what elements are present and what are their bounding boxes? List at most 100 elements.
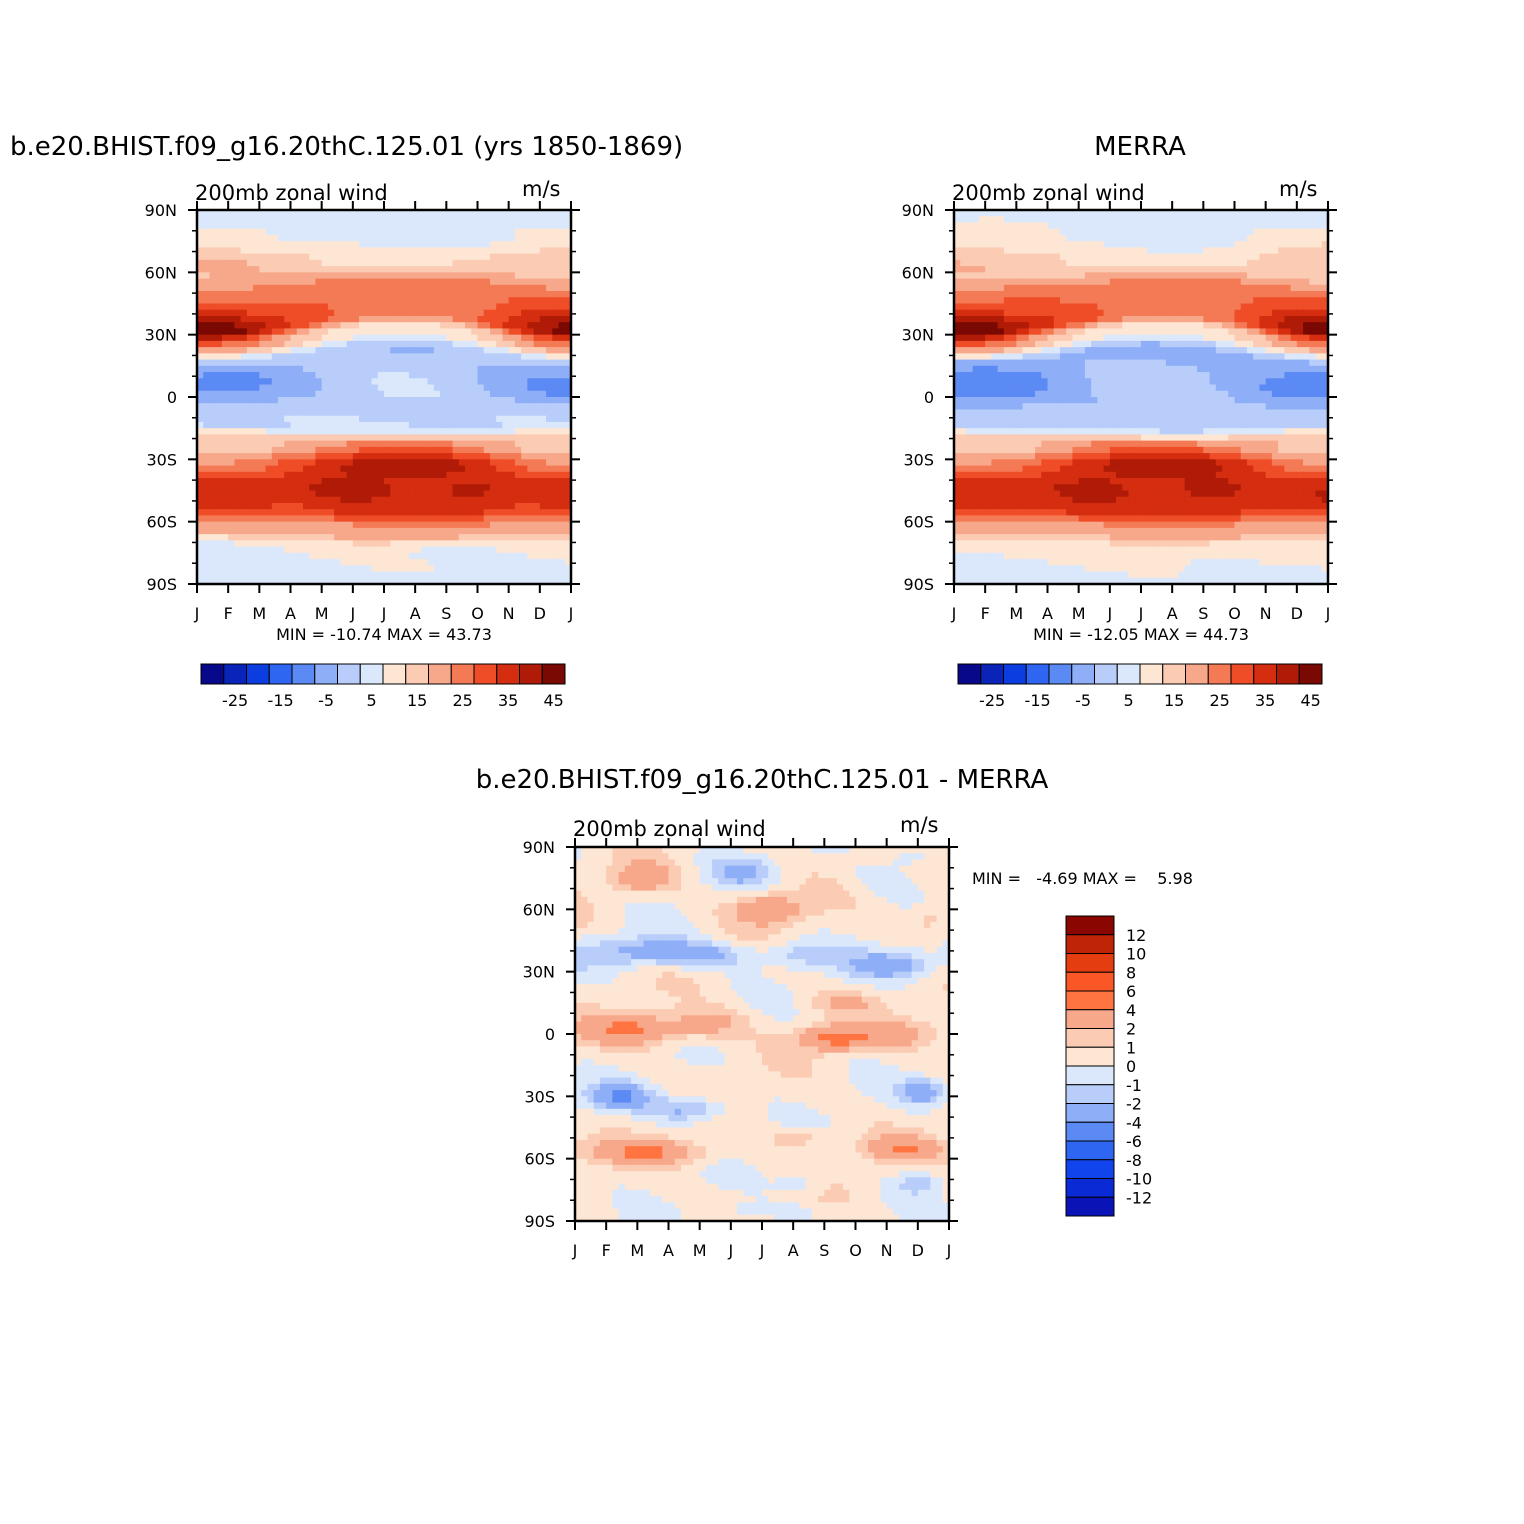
obs-cell	[1028, 291, 1036, 298]
model-cell	[427, 446, 435, 454]
obs-cell	[1022, 340, 1030, 348]
model-cell	[315, 490, 323, 498]
obs-cell	[1253, 334, 1261, 342]
model-cell	[315, 365, 323, 373]
model-cell	[352, 322, 360, 330]
model-cell	[390, 453, 398, 460]
model-cell	[221, 534, 229, 541]
obs-cell	[1271, 222, 1279, 230]
model-cell	[514, 234, 522, 242]
model-cell	[203, 334, 211, 342]
model-cell	[533, 266, 541, 273]
model-cell	[215, 502, 223, 510]
model-cell	[253, 340, 260, 348]
model-cell	[228, 459, 235, 467]
model-cell	[240, 315, 248, 323]
obs-cell	[1172, 253, 1179, 261]
model-cell	[234, 297, 242, 305]
model-cell	[446, 266, 454, 273]
model-cell	[278, 471, 285, 479]
model-cell	[377, 571, 385, 579]
model-cell	[527, 309, 535, 317]
obs-cell	[1097, 210, 1105, 217]
model-cell	[502, 247, 510, 255]
model-cell	[228, 234, 235, 242]
model-cell	[371, 291, 379, 298]
model-cell	[489, 372, 497, 379]
model-cell	[271, 353, 279, 361]
model-cell	[508, 315, 516, 323]
model-cell	[396, 284, 404, 292]
obs-cell	[985, 259, 992, 267]
obs-cell	[1172, 322, 1179, 330]
model-cell	[521, 284, 528, 292]
model-cell	[402, 478, 410, 485]
obs-cell	[1109, 328, 1117, 336]
model-cell	[321, 384, 329, 392]
model-cell	[271, 222, 279, 230]
model-cell	[440, 540, 447, 548]
model-cell	[558, 509, 566, 517]
obs-cell	[1271, 334, 1279, 342]
model-cell	[327, 527, 335, 535]
model-cell	[284, 527, 292, 535]
obs-cell	[1041, 328, 1049, 336]
obs-cell	[1234, 297, 1242, 305]
model-cell	[465, 378, 472, 386]
model-cell	[352, 210, 360, 217]
model-cell	[284, 409, 292, 417]
model-cell	[259, 216, 267, 224]
model-cell	[402, 278, 410, 286]
obs-cell	[1278, 284, 1285, 292]
model-cell	[321, 509, 329, 517]
model-cell	[359, 216, 366, 224]
model-cell	[365, 291, 373, 298]
obs-cell	[1134, 297, 1142, 305]
model-cell	[215, 434, 223, 442]
model-cell	[327, 241, 335, 248]
obs-cell	[1041, 228, 1049, 236]
model-cell	[334, 446, 341, 454]
model-cell	[340, 284, 348, 292]
model-cell	[564, 284, 572, 292]
obs-cell	[1016, 322, 1024, 330]
obs-cell	[1284, 297, 1292, 305]
model-cell	[465, 253, 472, 261]
obs-cell	[1309, 328, 1317, 336]
obs-cell	[954, 228, 961, 236]
obs-cell	[1234, 241, 1242, 248]
obs-cell	[1153, 328, 1161, 336]
model-cell	[533, 353, 541, 361]
model-cell	[271, 259, 279, 267]
model-cell	[452, 571, 460, 579]
obs-cell	[1253, 241, 1261, 248]
model-cell	[234, 534, 242, 541]
model-cell	[465, 577, 472, 585]
model-cell	[359, 471, 366, 479]
obs-cell	[1053, 222, 1061, 230]
model-cell	[340, 390, 348, 398]
model-cell	[296, 440, 304, 448]
model-cell	[302, 284, 310, 292]
model-cell	[284, 428, 292, 435]
model-cell	[408, 577, 416, 585]
model-cell	[514, 284, 522, 292]
obs-cell	[960, 334, 968, 342]
model-cell	[371, 340, 379, 348]
obs-cell	[1109, 259, 1117, 267]
obs-cell	[1321, 259, 1329, 267]
model-cell	[521, 309, 528, 317]
obs-cell	[1066, 210, 1074, 217]
model-cell	[228, 359, 235, 367]
model-cell	[477, 577, 485, 585]
model-cell	[558, 210, 566, 217]
model-cell	[321, 571, 329, 579]
obs-cell	[1234, 303, 1242, 311]
model-cell	[452, 353, 460, 361]
model-cell	[284, 210, 292, 217]
model-cell	[521, 210, 528, 217]
obs-cell	[1165, 334, 1173, 342]
model-cell	[421, 322, 429, 330]
model-cell	[371, 559, 379, 566]
obs-cell	[978, 210, 986, 217]
